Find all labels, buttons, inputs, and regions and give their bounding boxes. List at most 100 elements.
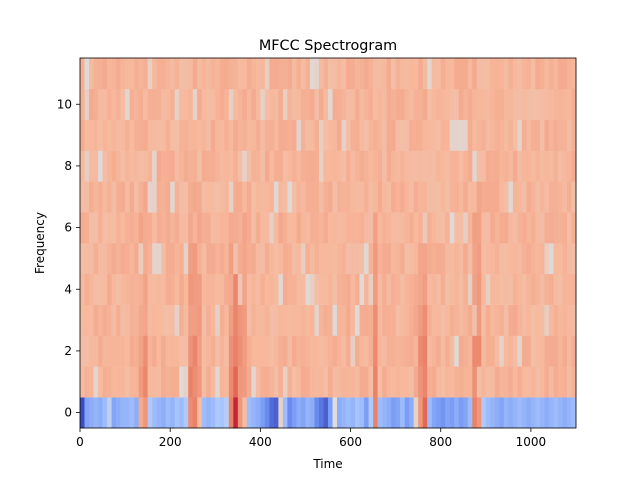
- heatmap-cell: [269, 397, 275, 429]
- heatmap-cell: [449, 243, 455, 275]
- heatmap-cell: [539, 273, 545, 305]
- heatmap-cell: [215, 273, 221, 305]
- heatmap-cell: [476, 58, 482, 90]
- heatmap-cell: [449, 88, 455, 120]
- heatmap-cell: [548, 212, 554, 244]
- heatmap-cell: [391, 273, 396, 305]
- heatmap-cell: [409, 397, 414, 429]
- heatmap-cell: [364, 243, 369, 275]
- heatmap-cell: [147, 304, 153, 336]
- heatmap-cell: [314, 88, 320, 120]
- heatmap-cell: [472, 212, 478, 244]
- heatmap-cell: [170, 243, 175, 275]
- heatmap-cell: [228, 335, 234, 367]
- heatmap-cell: [233, 243, 239, 275]
- heatmap-cell: [544, 243, 550, 275]
- heatmap-cell: [260, 397, 266, 429]
- heatmap-cell: [553, 273, 559, 305]
- heatmap-cell: [233, 119, 239, 151]
- y-tick-label: 2: [64, 344, 72, 358]
- heatmap-cell: [197, 243, 203, 275]
- heatmap-cell: [323, 366, 329, 398]
- heatmap-cell: [174, 119, 180, 151]
- heatmap-cell: [350, 150, 356, 182]
- heatmap-cell: [413, 335, 419, 367]
- heatmap-cell: [152, 119, 157, 151]
- heatmap-cell: [445, 119, 451, 151]
- heatmap-cell: [404, 58, 410, 90]
- heatmap-cell: [318, 304, 324, 336]
- heatmap-cell: [179, 88, 185, 120]
- heatmap-cell: [382, 273, 387, 305]
- heatmap-cell: [503, 397, 509, 429]
- heatmap-cell: [98, 304, 103, 336]
- heatmap-cell: [255, 335, 261, 367]
- heatmap-cell: [300, 150, 306, 182]
- heatmap-cell: [251, 273, 257, 305]
- heatmap-cell: [368, 119, 374, 151]
- heatmap-cell: [553, 366, 559, 398]
- heatmap-cell: [490, 273, 496, 305]
- heatmap-cell: [557, 304, 563, 336]
- heatmap-cell: [476, 88, 482, 120]
- heatmap-cell: [562, 304, 568, 336]
- heatmap-cell: [264, 119, 270, 151]
- heatmap-cell: [368, 304, 374, 336]
- heatmap-cell: [273, 119, 279, 151]
- heatmap-cell: [368, 273, 374, 305]
- heatmap-cell: [548, 181, 554, 213]
- heatmap-cell: [215, 88, 221, 120]
- heatmap-cell: [165, 150, 171, 182]
- heatmap-cell: [454, 304, 460, 336]
- heatmap-cell: [84, 119, 90, 151]
- heatmap-cell: [539, 88, 545, 120]
- heatmap-cell: [508, 243, 514, 275]
- heatmap-cell: [287, 212, 293, 244]
- heatmap-cell: [134, 88, 139, 120]
- heatmap-cell: [436, 150, 442, 182]
- heatmap-cell: [512, 273, 518, 305]
- heatmap-cell: [476, 304, 482, 336]
- heatmap-cell: [219, 150, 225, 182]
- heatmap-cell: [382, 181, 387, 213]
- heatmap-cell: [309, 181, 315, 213]
- heatmap-cell: [562, 181, 568, 213]
- x-axis-label: Time: [312, 457, 342, 471]
- heatmap-cell: [508, 58, 514, 90]
- heatmap-cell: [156, 88, 162, 120]
- heatmap-cell: [138, 273, 144, 305]
- heatmap-cell: [485, 181, 491, 213]
- heatmap-cell: [346, 58, 351, 90]
- heatmap-cell: [526, 397, 532, 429]
- heatmap-cell: [427, 304, 433, 336]
- heatmap-cell: [201, 119, 207, 151]
- heatmap-cell: [503, 243, 509, 275]
- heatmap-cell: [422, 119, 428, 151]
- heatmap-cell: [300, 181, 306, 213]
- heatmap-cell: [337, 181, 342, 213]
- x-tick-label: 1000: [516, 435, 547, 449]
- heatmap-cell: [377, 366, 383, 398]
- heatmap-cell: [188, 119, 194, 151]
- heatmap-cell: [282, 181, 288, 213]
- heatmap-cell: [179, 304, 185, 336]
- heatmap-cell: [467, 58, 473, 90]
- heatmap-cell: [418, 273, 423, 305]
- heatmap-cell: [210, 212, 216, 244]
- heatmap-cell: [386, 243, 392, 275]
- heatmap-cell: [328, 304, 333, 336]
- heatmap-cell: [188, 243, 194, 275]
- heatmap-cell: [314, 335, 320, 367]
- heatmap-cell: [206, 58, 212, 90]
- heatmap-cell: [418, 366, 423, 398]
- heatmap-cell: [314, 212, 320, 244]
- heatmap-cell: [129, 366, 135, 398]
- heatmap-cell: [278, 212, 284, 244]
- heatmap-cell: [138, 304, 144, 336]
- heatmap-cell: [170, 397, 175, 429]
- heatmap-cell: [521, 119, 527, 151]
- heatmap-cell: [481, 366, 487, 398]
- heatmap-cell: [391, 335, 396, 367]
- heatmap-cell: [107, 150, 112, 182]
- heatmap-cell: [161, 366, 166, 398]
